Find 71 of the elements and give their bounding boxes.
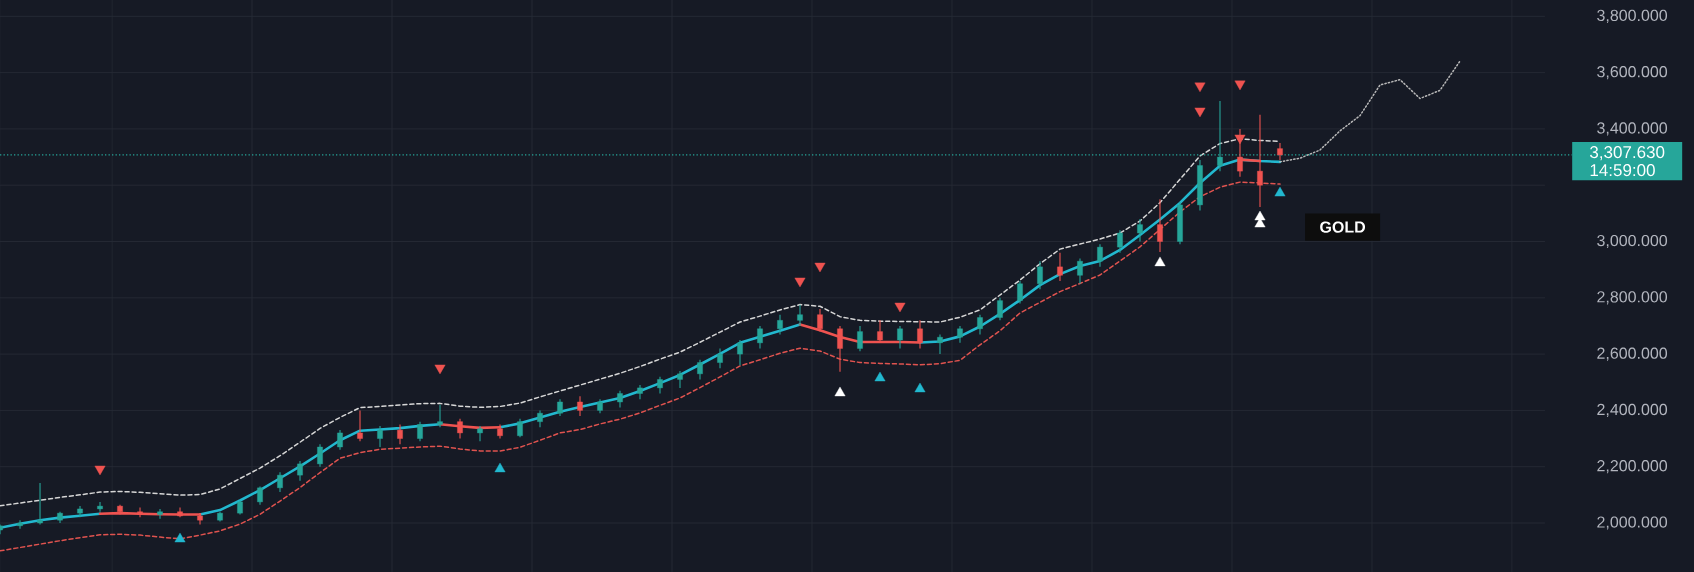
point: [914, 382, 926, 393]
candlestick: [157, 508, 163, 520]
candlestick: [457, 418, 463, 440]
point: [894, 302, 906, 313]
y-tick-label: 2,800.000: [1597, 291, 1668, 305]
y-tick-label: 2,000.000: [1597, 516, 1668, 530]
candlestick: [1057, 252, 1063, 282]
candlestick: [517, 418, 523, 438]
point: [1194, 107, 1206, 118]
candlestick: [377, 425, 383, 448]
candlestick: [1017, 280, 1023, 304]
candlestick: [997, 297, 1003, 321]
candlestick: [977, 314, 983, 335]
candlestick: [677, 370, 683, 389]
y-tick-label: 2,400.000: [1597, 403, 1668, 418]
point: [1234, 134, 1246, 145]
candlestick: [777, 314, 783, 335]
candlestick: [1137, 218, 1143, 243]
point: [874, 371, 886, 382]
ref-line-label: 3,307.630: [1590, 146, 1665, 161]
candlestick: [1117, 229, 1123, 254]
candlestick: [497, 423, 503, 440]
candlestick: [1277, 142, 1283, 161]
point: [494, 462, 506, 473]
candlestick: [717, 347, 723, 369]
candlestick: [837, 325, 843, 373]
candlestick: [1037, 260, 1043, 290]
candlestick: [337, 429, 343, 451]
candlestick: [417, 421, 423, 442]
annotation: GOLD: [1320, 221, 1366, 233]
candlestick: [757, 325, 763, 350]
y-tick-label: 3,600.000: [1597, 66, 1668, 80]
line-series: [1279, 60, 1461, 163]
point: [814, 262, 826, 273]
candlestick: [277, 471, 283, 493]
candlestick: [877, 319, 883, 344]
y-tick-label: 3,400.000: [1597, 122, 1668, 136]
candlestick: [857, 325, 863, 352]
candlestick: [737, 339, 743, 366]
candlestick: [357, 409, 363, 442]
candlestick: [817, 308, 823, 333]
point: [794, 277, 806, 288]
y-tick-label: 2,600.000: [1597, 347, 1668, 361]
candlestick: [917, 319, 923, 350]
y-tick-label: 3,000.000: [1597, 234, 1668, 249]
candlestick: [397, 423, 403, 445]
candlestick: [437, 404, 443, 428]
candlestick: [477, 425, 483, 442]
candlestick: [897, 325, 903, 350]
candlestick: [37, 482, 43, 525]
point: [834, 386, 846, 397]
candlestick: [1157, 198, 1163, 253]
candlestick: [97, 501, 103, 513]
candlestick: [17, 519, 23, 530]
candlestick: [257, 485, 263, 506]
y-tick-label: 2,200.000: [1597, 460, 1668, 474]
point: [1234, 80, 1246, 91]
candlestick: [1097, 243, 1103, 268]
candlestick: [1077, 257, 1083, 285]
candlestick: [697, 359, 703, 380]
y-tick-label: 3,800.000: [1597, 9, 1668, 23]
candlestick: [937, 333, 943, 355]
text: 14:59:00: [1590, 164, 1655, 177]
candlestick: [637, 384, 643, 400]
point: [174, 532, 186, 543]
point: [1194, 82, 1206, 93]
candlestick: [317, 443, 323, 468]
candlestick: [797, 304, 803, 327]
candlestick: [577, 395, 583, 417]
candlestick: [297, 460, 303, 482]
point: [1154, 256, 1166, 267]
